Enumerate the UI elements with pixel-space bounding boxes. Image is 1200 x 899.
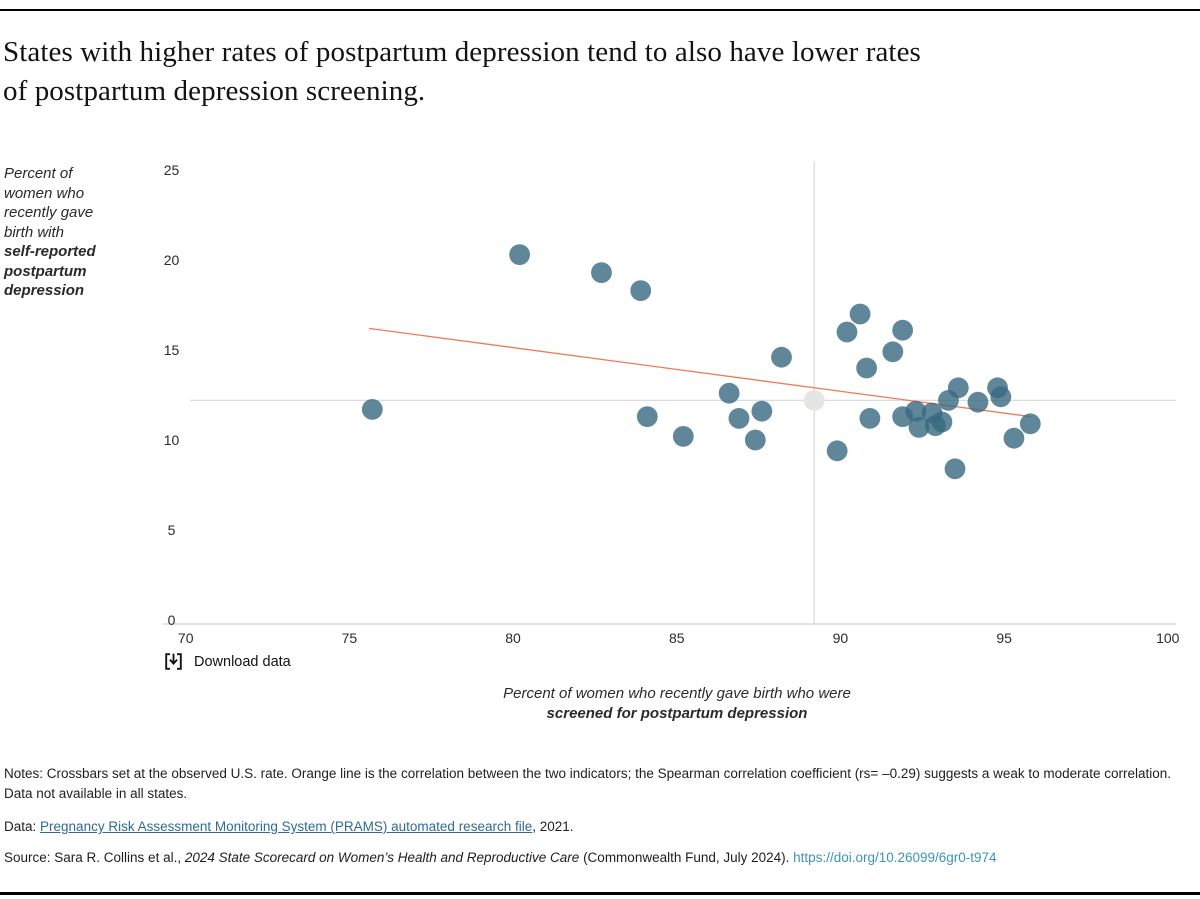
data-point[interactable] [947,377,969,399]
x-tick-label: 70 [178,630,194,646]
x-axis-label-line-2: screened for postpartum depression [546,705,808,722]
source-middle: (Commonwealth Fund, July 2024). [579,850,794,865]
data-point[interactable] [882,341,904,363]
x-tick-label: 85 [669,630,685,646]
data-suffix: , 2021. [532,819,574,834]
data-point[interactable] [859,408,881,429]
chart-notes: Notes: Crossbars set at the observed U.S… [4,766,1171,801]
data-point[interactable] [771,346,792,368]
data-prefix: Data: [4,819,41,834]
data-point[interactable] [849,303,871,325]
source-prefix: Source: Sara R. Collins et al., [4,850,185,865]
x-tick-label: 80 [505,630,521,646]
download-data-label: Download data [194,653,291,670]
y-tick-label: 0 [168,612,176,628]
data-point[interactable] [944,458,966,480]
data-point[interactable] [990,386,1012,408]
data-point[interactable] [905,400,927,422]
data-point[interactable] [672,426,694,447]
us-data-point[interactable] [803,390,825,411]
title-line-2: of postpartum depression screening. [3,75,426,107]
prams-link[interactable]: Pregnancy Risk Assessment Monitoring Sys… [40,819,533,834]
data-point[interactable] [1003,427,1025,449]
data-point[interactable] [636,406,658,427]
y-axis-label: Percent of women who recently gave birth… [4,164,122,301]
data-source-line: Data: Pregnancy Risk Assessment Monitori… [4,819,574,834]
x-axis-label: Percent of women who recently gave birth… [177,684,1177,724]
y-axis-label-bold: self-reported postpartum depression [4,243,96,299]
data-point[interactable] [751,400,773,422]
download-icon [165,653,182,670]
bottom-rule [0,892,1200,895]
y-tick-label: 5 [168,522,176,538]
data-point[interactable] [856,357,878,379]
top-rule [0,9,1200,11]
data-point[interactable] [892,319,914,341]
data-point[interactable] [826,440,848,462]
x-axis-label-line-1: Percent of women who recently gave birth… [503,685,851,702]
doi-link[interactable]: https://doi.org/10.26099/6gr0-t974 [793,850,997,865]
data-point[interactable] [728,408,750,429]
data-point[interactable] [967,391,989,413]
download-data-button[interactable]: Download data [163,651,291,672]
x-tick-label: 95 [996,630,1012,646]
y-tick-label: 10 [164,432,180,448]
data-point[interactable] [591,262,612,283]
data-point[interactable] [509,244,531,265]
data-point[interactable] [1019,413,1041,435]
source-report-title: 2024 State Scorecard on Women’s Health a… [184,850,580,865]
data-point[interactable] [361,399,383,420]
title-line-1: States with higher rates of postpartum d… [3,36,921,68]
x-tick-label: 100 [1156,630,1180,646]
data-point[interactable] [630,280,652,301]
data-point[interactable] [744,429,766,451]
data-point[interactable] [718,382,740,404]
data-point[interactable] [931,411,953,433]
data-point[interactable] [836,321,858,343]
data-point[interactable] [908,417,930,438]
scatter-plot: 70 75 80 85 90 95 100 0 5 10 15 20 25 [163,161,1180,646]
y-tick-label: 25 [164,162,180,178]
x-tick-label: 75 [342,630,358,646]
page-title: States with higher rates of postpartum d… [3,33,1193,111]
source-citation-line: Source: Sara R. Collins et al., 2024 Sta… [4,850,997,865]
y-tick-label: 20 [164,252,180,268]
y-tick-label: 15 [164,342,180,358]
x-tick-label: 90 [833,630,849,646]
y-axis-label-normal: Percent of women who recently gave birth… [4,165,94,241]
